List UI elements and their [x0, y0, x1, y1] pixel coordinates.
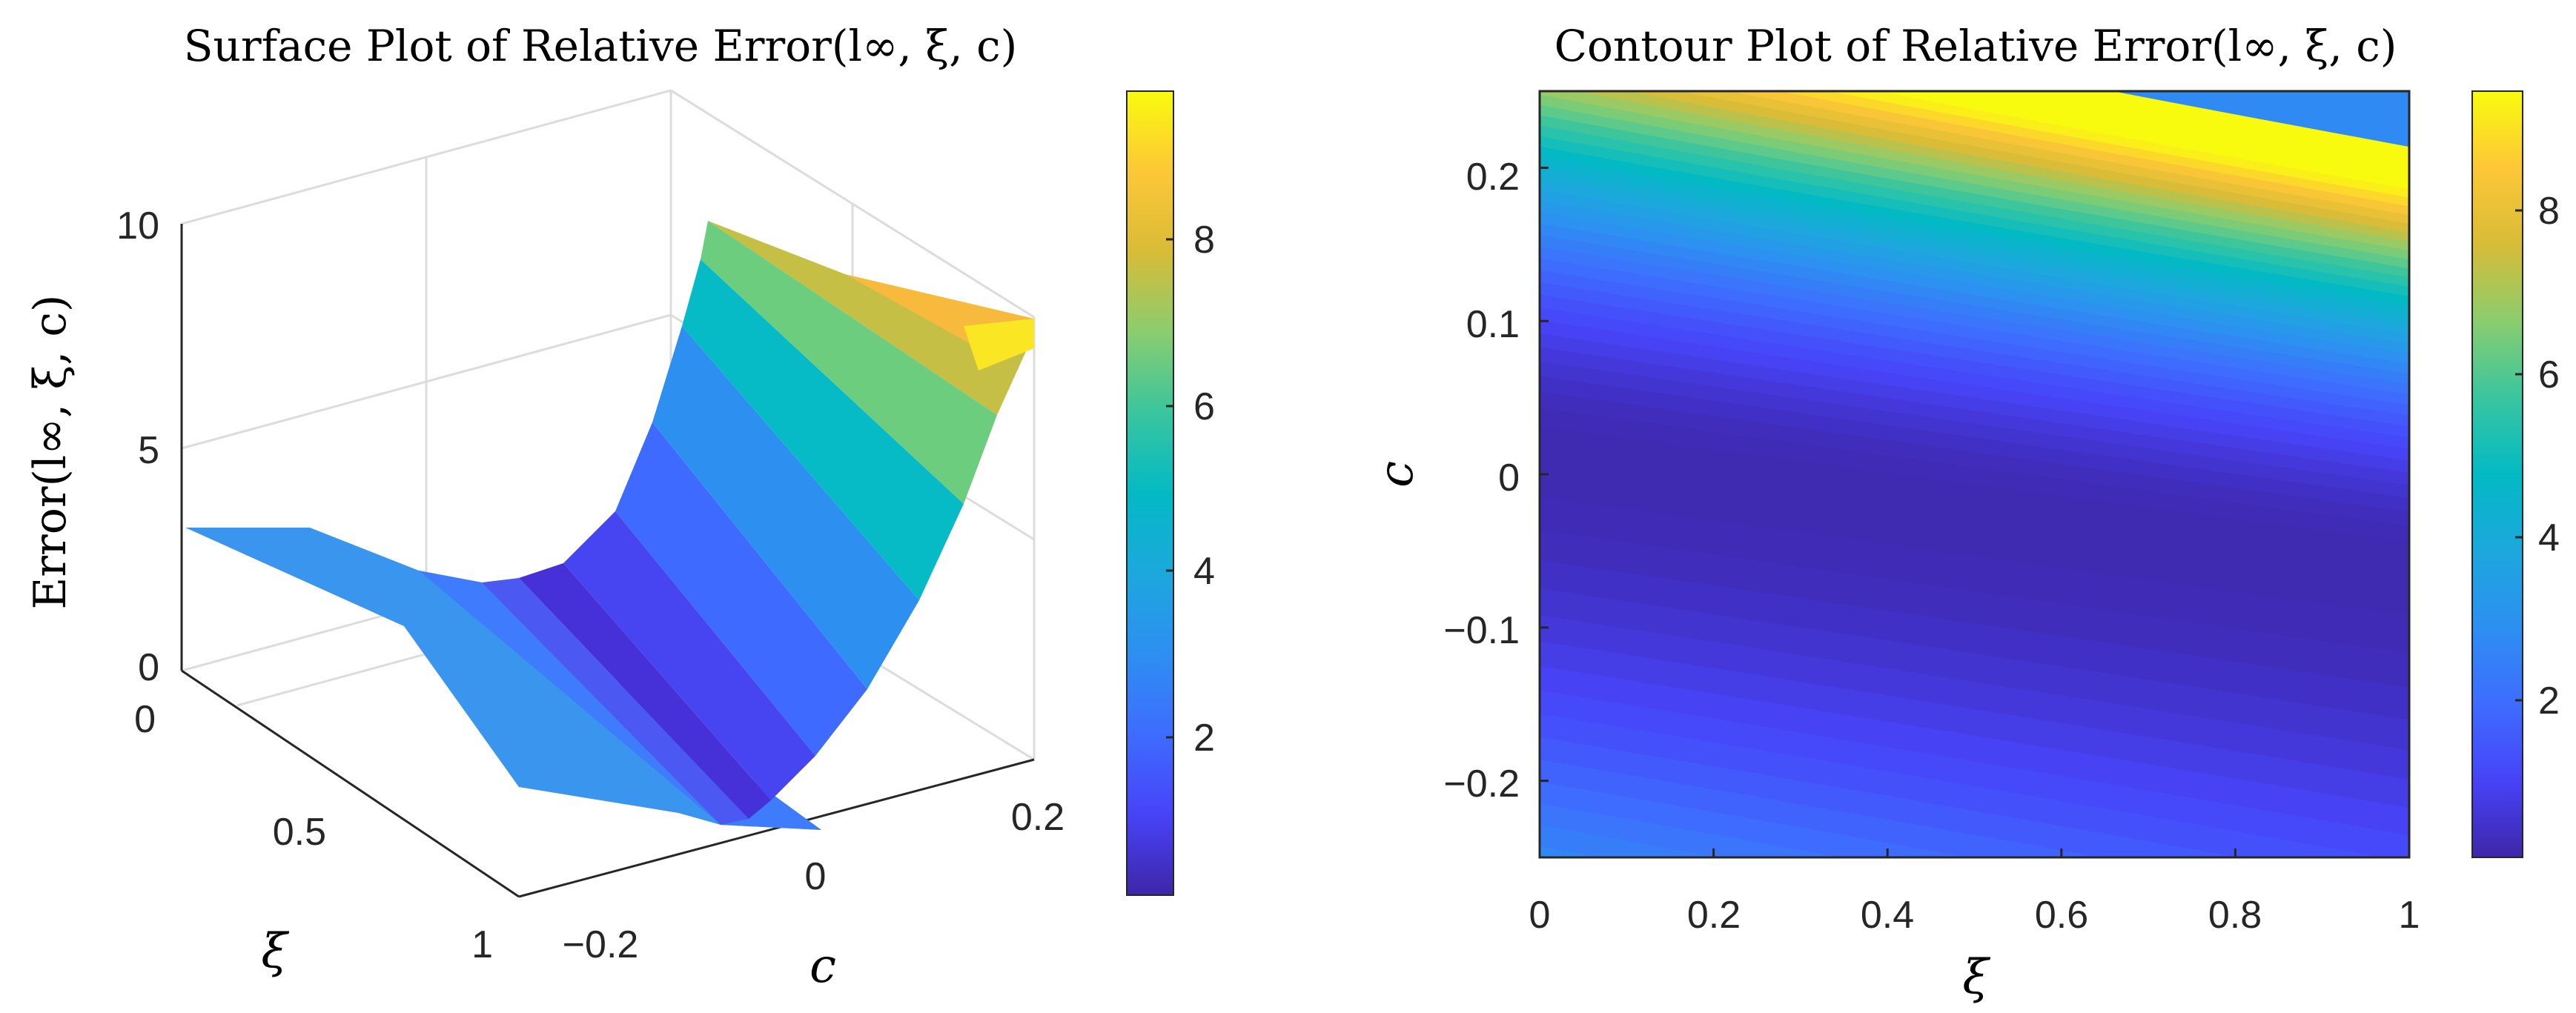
c-tick-label: 0.1	[1466, 303, 1520, 346]
colorbar-tick-label: 4	[1193, 550, 1215, 593]
colorbar-tick-label: 2	[2538, 680, 2560, 723]
c-tick-label: 0.2	[1466, 156, 1520, 199]
xi-ticks: 0 0.5 1	[134, 698, 493, 966]
colorbar-tick-label: 6	[1193, 385, 1215, 428]
c-ticks: −0.2 0 0.2	[563, 796, 1064, 966]
surface-facet	[563, 511, 815, 800]
contour-colorbar: 2 4 6 8	[2471, 90, 2560, 858]
xi-tick-label: 1	[471, 923, 493, 966]
contour-xlabel-xi: ξ	[1962, 950, 1990, 1005]
surface-facet	[964, 319, 1034, 371]
c-axis-line	[518, 758, 1035, 898]
xi-tick-label: 0.6	[2035, 894, 2088, 937]
xi-tick-label: 0.2	[1687, 894, 1741, 937]
xi-tick-label: 0.5	[273, 811, 326, 854]
contour-xticks: 0 0.2 0.4 0.6 0.8 1	[1529, 894, 2420, 937]
c-tick-label: −0.2	[1443, 763, 1520, 806]
c-tick-label: 0.2	[1011, 796, 1064, 839]
surface-xlabel-c: c	[809, 939, 836, 994]
xi-tick-label: 0	[134, 698, 156, 741]
colorbar-tick-label: 8	[2538, 190, 2560, 233]
xi-tick-label: 0.8	[2208, 894, 2262, 937]
z-ticks: 10 5 0	[116, 205, 159, 689]
surface-plot: Surface Plot of Relative Error(l∞, ξ, c)	[24, 21, 1215, 994]
c-tick-label: 0	[805, 855, 827, 898]
colorbar-tick-label: 8	[1193, 219, 1215, 262]
surface-facet	[519, 563, 771, 819]
z-tick-label: 10	[116, 205, 159, 248]
surface-facet	[482, 578, 749, 825]
surface-facet	[701, 221, 997, 504]
xi-axis-line	[181, 669, 520, 898]
colorbar-tick-label: 4	[2538, 517, 2560, 559]
contour-ylabel-c: c	[1369, 461, 1424, 488]
contour-plot: Contour Plot of Relative Error(l∞, ξ, c)…	[1369, 21, 2560, 1005]
surface-front-axes	[180, 224, 1035, 898]
c-tick-label: −0.2	[563, 923, 639, 966]
contour-band	[1540, 426, 2409, 616]
surface-facet	[708, 221, 1034, 415]
surface-colorbar: 2 4 6 8	[1126, 90, 1215, 896]
contour-tick-marks	[1538, 166, 2411, 857]
xi-tick-label: 1	[2399, 894, 2420, 937]
contour-yticks: 0.2 0.1 0 −0.1 −0.2	[1443, 156, 1520, 806]
colorbar-tick-label: 6	[2538, 353, 2560, 396]
c-tick-label: 0	[1498, 456, 1520, 499]
contour-title: Contour Plot of Relative Error(l∞, ξ, c)	[1554, 21, 2397, 71]
colorbar-gradient	[1126, 90, 1174, 896]
colorbar-gradient	[2471, 90, 2523, 858]
z-tick-label: 5	[138, 429, 159, 472]
surface-facet	[615, 422, 867, 756]
surface-title: Surface Plot of Relative Error(l∞, ξ, c)	[184, 21, 1017, 71]
surface-zlabel: Error(l∞, ξ, c)	[24, 295, 76, 610]
surface-ylabel-xi: ξ	[261, 924, 289, 979]
xi-tick-label: 0.4	[1861, 894, 1914, 937]
contour-fill-area	[1540, 91, 2409, 857]
surface-facet	[682, 259, 964, 600]
surface-facet	[652, 326, 919, 689]
c-tick-label: −0.1	[1443, 609, 1520, 652]
xi-tick-label: 0	[1529, 894, 1551, 937]
colorbar-tick-label: 2	[1193, 717, 1215, 760]
contour-bands	[1540, 91, 2409, 857]
z-tick-label: 0	[138, 646, 159, 689]
surface-mesh	[185, 221, 1034, 830]
